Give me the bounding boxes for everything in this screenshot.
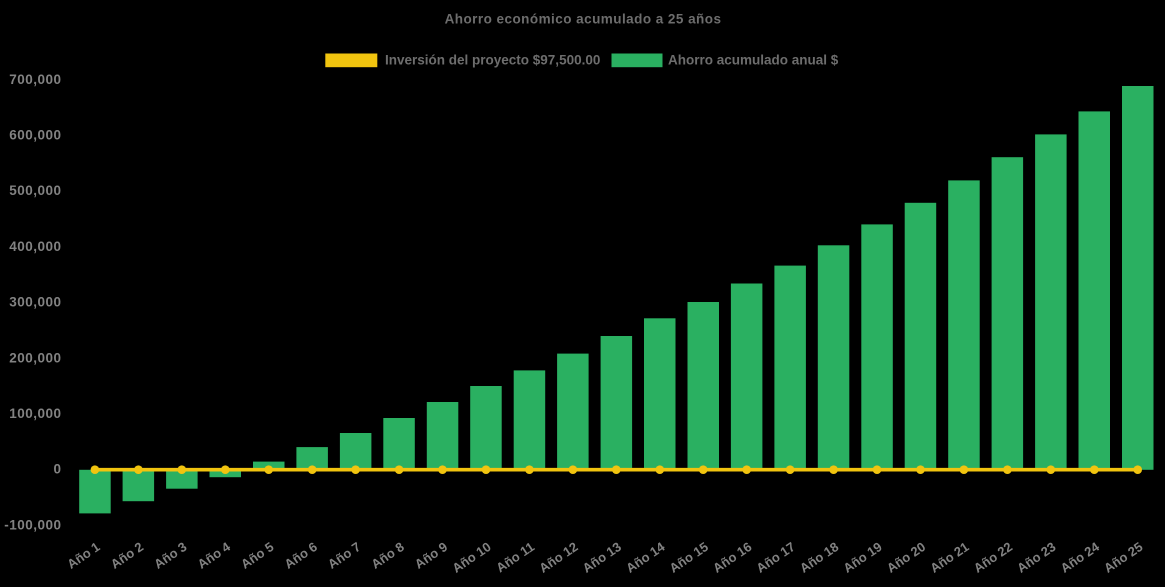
svg-text:200,000: 200,000 (9, 350, 61, 365)
svg-text:Ahorro acumulado anual $: Ahorro acumulado anual $ (668, 53, 839, 68)
svg-text:400,000: 400,000 (9, 239, 61, 254)
svg-text:Ahorro económico acumulado a 2: Ahorro económico acumulado a 25 años (445, 11, 722, 26)
svg-text:-100,000: -100,000 (4, 517, 61, 532)
svg-text:100,000: 100,000 (9, 406, 61, 421)
svg-text:500,000: 500,000 (9, 183, 61, 198)
svg-text:0: 0 (53, 462, 61, 477)
svg-text:600,000: 600,000 (9, 128, 61, 143)
svg-text:700,000: 700,000 (9, 72, 61, 87)
svg-text:Inversión del proyecto $97,500: Inversión del proyecto $97,500.00 (385, 53, 600, 68)
svg-text:300,000: 300,000 (9, 295, 61, 310)
